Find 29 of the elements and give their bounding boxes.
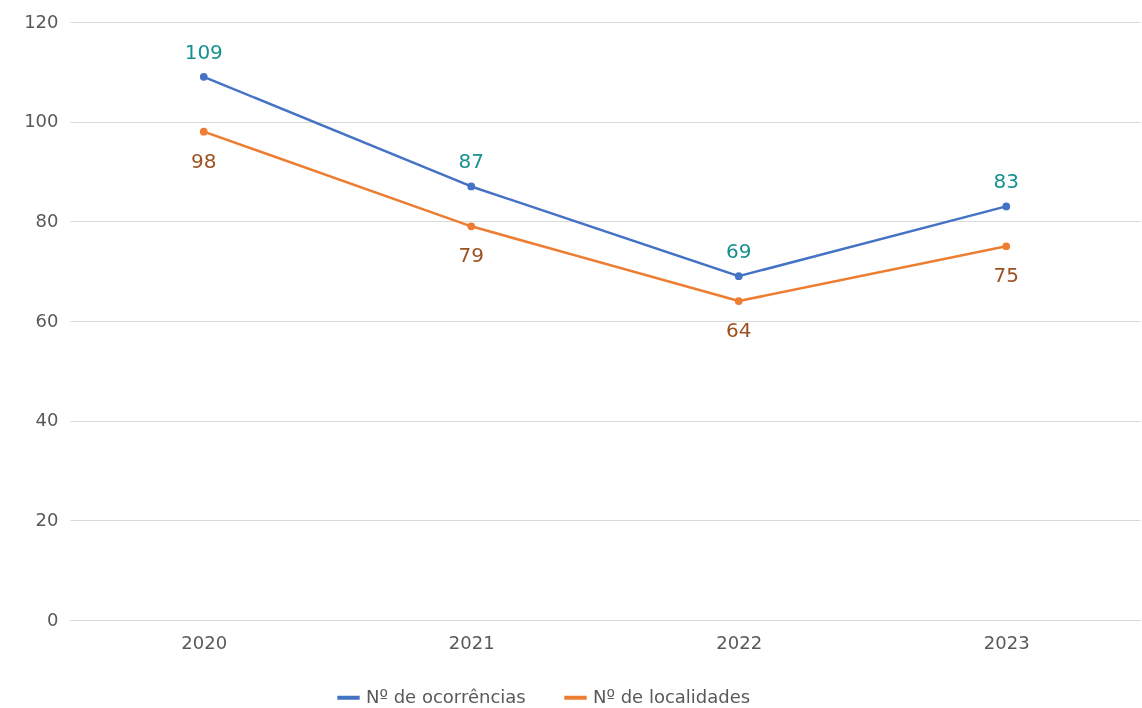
x-tick-label: 2021 [448,631,495,653]
y-tick-label: 100 [24,110,59,132]
y-tick-label: 80 [35,209,59,231]
y-tick-label: 60 [35,309,59,331]
x-tick-label: 2020 [181,631,228,653]
data-label: 83 [993,169,1019,194]
x-tick-label: 2023 [983,631,1030,653]
data-label: 75 [993,263,1019,288]
y-tick-label: 40 [35,409,59,431]
x-tick-label: 2022 [716,631,763,653]
point [734,272,743,281]
legend-label: Nº de localidades [593,685,751,707]
data-label: 64 [726,318,752,343]
data-label: 98 [191,148,217,173]
point [199,72,208,81]
point [467,182,476,191]
y-tick-label: 120 [24,10,59,32]
point [1002,202,1011,211]
data-label: 87 [458,149,484,174]
y-tick-label: 20 [35,508,59,530]
point [199,127,208,136]
point [1002,242,1011,251]
data-label: 69 [726,239,752,264]
point [467,222,476,231]
data-label: 109 [184,39,223,64]
point [734,297,743,305]
legend-label: Nº de ocorrências [366,685,526,707]
y-tick-label: 0 [47,608,59,630]
data-label: 79 [458,243,484,268]
